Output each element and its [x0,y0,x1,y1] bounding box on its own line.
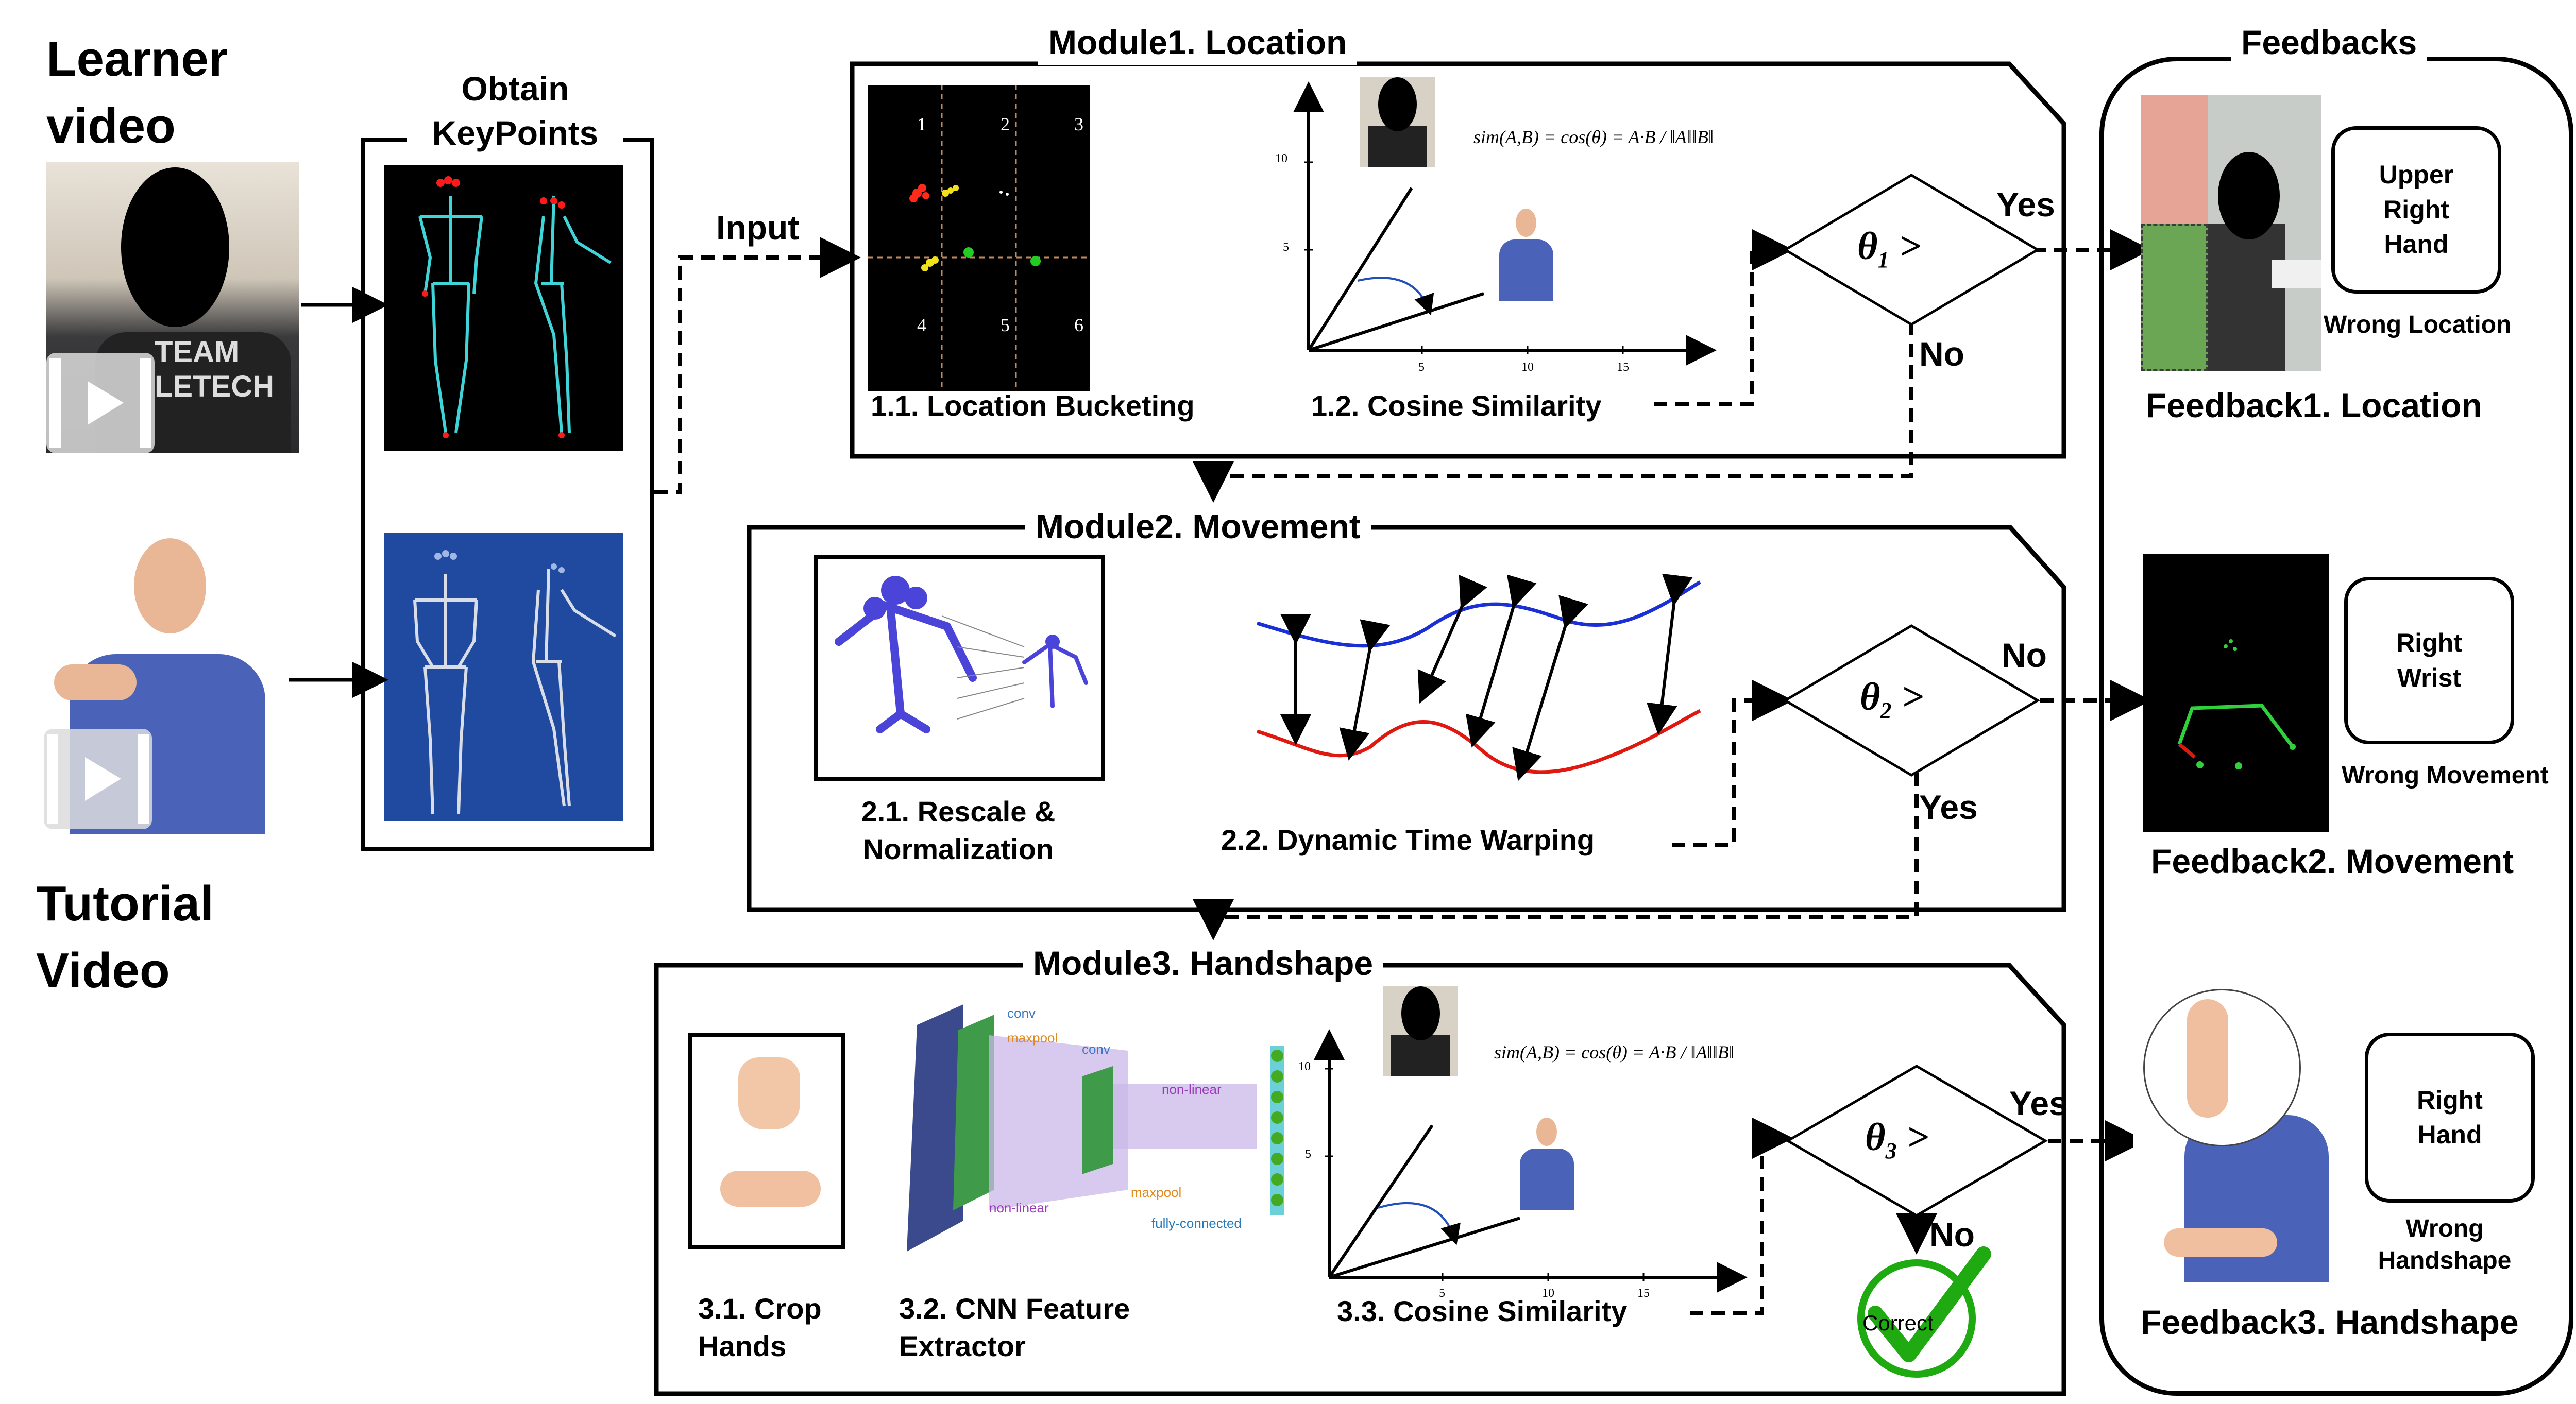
bucket-5: 5 [1001,315,1010,335]
location-bucketing-panel: 1 2 3 4 5 6 [868,85,1090,391]
cnn-label-nonlinear-1: non-linear [1162,1082,1222,1097]
learner-video-thumbnail[interactable]: TEAM LETECH [46,162,299,453]
bucket-2: 2 [1001,114,1010,134]
ytick-5: 5 [1283,241,1289,254]
tutorial-video-label: Tutorial Video [36,876,214,998]
feedback2-caption: Wrong Movement [2342,762,2549,789]
module3-sub3: 3.3. Cosine Similarity [1337,1295,1628,1327]
bucket-6: 6 [1074,315,1083,335]
theta1-label: θ1 > [1857,225,1921,273]
cnn-label-nonlinear-2: non-linear [989,1200,1049,1215]
cosine-plot-3 [1314,1029,1748,1293]
hand-fist-shape [738,1057,800,1129]
tutorial-mini-photo [1489,203,1564,301]
input-label: Input [716,209,800,247]
module3-frame [654,963,2066,1396]
feedback3-caption: Wrong Handshape [2378,1215,2512,1275]
module2-no: No [2002,636,2047,674]
decision-diamond-3 [1785,1065,2048,1217]
keypoints-title: Obtain KeyPoints [407,67,623,156]
module1-no: No [1919,335,1964,373]
crop-hands-panel [688,1033,845,1249]
face-shape [134,538,206,633]
module3-sub1: 3.1. Crop Hands [698,1292,822,1362]
xtick-10: 10 [1521,361,1534,374]
theta2-label: θ2 > [1860,675,1924,724]
learner-mini-photo-3 [1383,986,1458,1076]
learner-mini-photo [1360,77,1435,167]
feedback3-photo [2133,986,2349,1282]
xtick-5: 5 [1418,361,1425,374]
cosine-plot-1 [1293,81,1717,366]
module1-sub2: 1.2. Cosine Similarity [1311,389,1602,422]
xtick-15: 15 [1617,361,1629,374]
cnn-diagram [907,1004,1284,1252]
module1-title: Module1. Location [1038,21,1358,65]
dtw-plot [1256,573,1701,781]
bucket-1: 1 [917,114,926,134]
rescale-panel [814,555,1105,781]
learner-video-label: Learner video [46,31,228,153]
xtick-5-3: 5 [1439,1287,1445,1300]
correct-check-icon [1857,1246,1991,1378]
cosine-formula-3: sim(A,B) = cos(θ) = A·B / ‖A‖‖B‖ [1494,1042,1734,1063]
cnn-label-maxpool-2: maxpool [1131,1185,1182,1200]
feedback3-title: Feedback3. Handshape [2141,1303,2519,1341]
module2-title: Module2. Movement [1025,505,1371,549]
theta3-label: θ3 > [1865,1116,1929,1164]
hand-shape [54,664,137,700]
xtick-10-3: 10 [1542,1287,1554,1300]
module3-title: Module3. Handshape [1023,941,1384,986]
bucket-4: 4 [917,315,926,335]
ytick-5-3: 5 [1305,1148,1311,1161]
module1-sub1: 1.1. Location Bucketing [871,389,1195,422]
feedback2-title: Feedback2. Movement [2151,842,2514,880]
module3-no: No [1929,1215,1975,1254]
tutorial-mini-photo-3 [1510,1112,1584,1210]
feedback1-photo [2141,95,2321,371]
module3-sub2: 3.2. CNN Feature Extractor [899,1292,1130,1362]
module2-sub2: 2.2. Dynamic Time Warping [1221,824,1595,856]
cnn-label-conv-2: conv [1082,1041,1110,1057]
feedback2-box: Right Wrist [2344,577,2514,744]
module2-frame [747,525,2066,912]
ytick-10: 10 [1275,152,1287,165]
xtick-15-3: 15 [1637,1287,1650,1300]
feedback3-box: Right Hand [2365,1033,2535,1203]
correct-label: Correct [1862,1311,1934,1335]
hand-flat-shape [720,1171,821,1207]
feedback1-box: Upper Right Hand [2331,126,2501,294]
decision-diamond-2 [1783,624,2040,777]
play-icon[interactable] [44,729,152,829]
cosine-formula-1: sim(A,B) = cos(θ) = A·B / ‖A‖‖B‖ [1473,127,1714,147]
learner-skeleton-panel [384,165,623,451]
face-mask-icon [121,167,229,327]
decision-diamond-1 [1783,174,2040,326]
tutorial-video-thumbnail[interactable] [39,536,291,834]
ytick-10-3: 10 [1298,1060,1311,1073]
module2-sub1: 2.1. Rescale & Normalization [861,795,1056,865]
module1-yes: Yes [1996,185,2055,224]
module2-yes: Yes [1919,788,1978,826]
cnn-label-fully-connected: fully-connected [1151,1215,1242,1231]
tutorial-skeleton-panel [384,533,623,821]
feedback1-title: Feedback1. Location [2146,386,2482,424]
bucket-3: 3 [1074,114,1083,134]
module3-yes: Yes [2009,1084,2068,1122]
module1-frame [850,61,2066,459]
cnn-label-maxpool-1: maxpool [1007,1030,1058,1046]
feedback2-panel [2143,554,2329,832]
play-icon[interactable] [46,353,155,453]
feedbacks-title: Feedbacks [2231,21,2428,65]
shirt-print: TEAM LETECH [155,335,274,403]
feedback1-caption: Wrong Location [2324,311,2512,338]
cnn-label-conv-1: conv [1007,1005,1036,1021]
